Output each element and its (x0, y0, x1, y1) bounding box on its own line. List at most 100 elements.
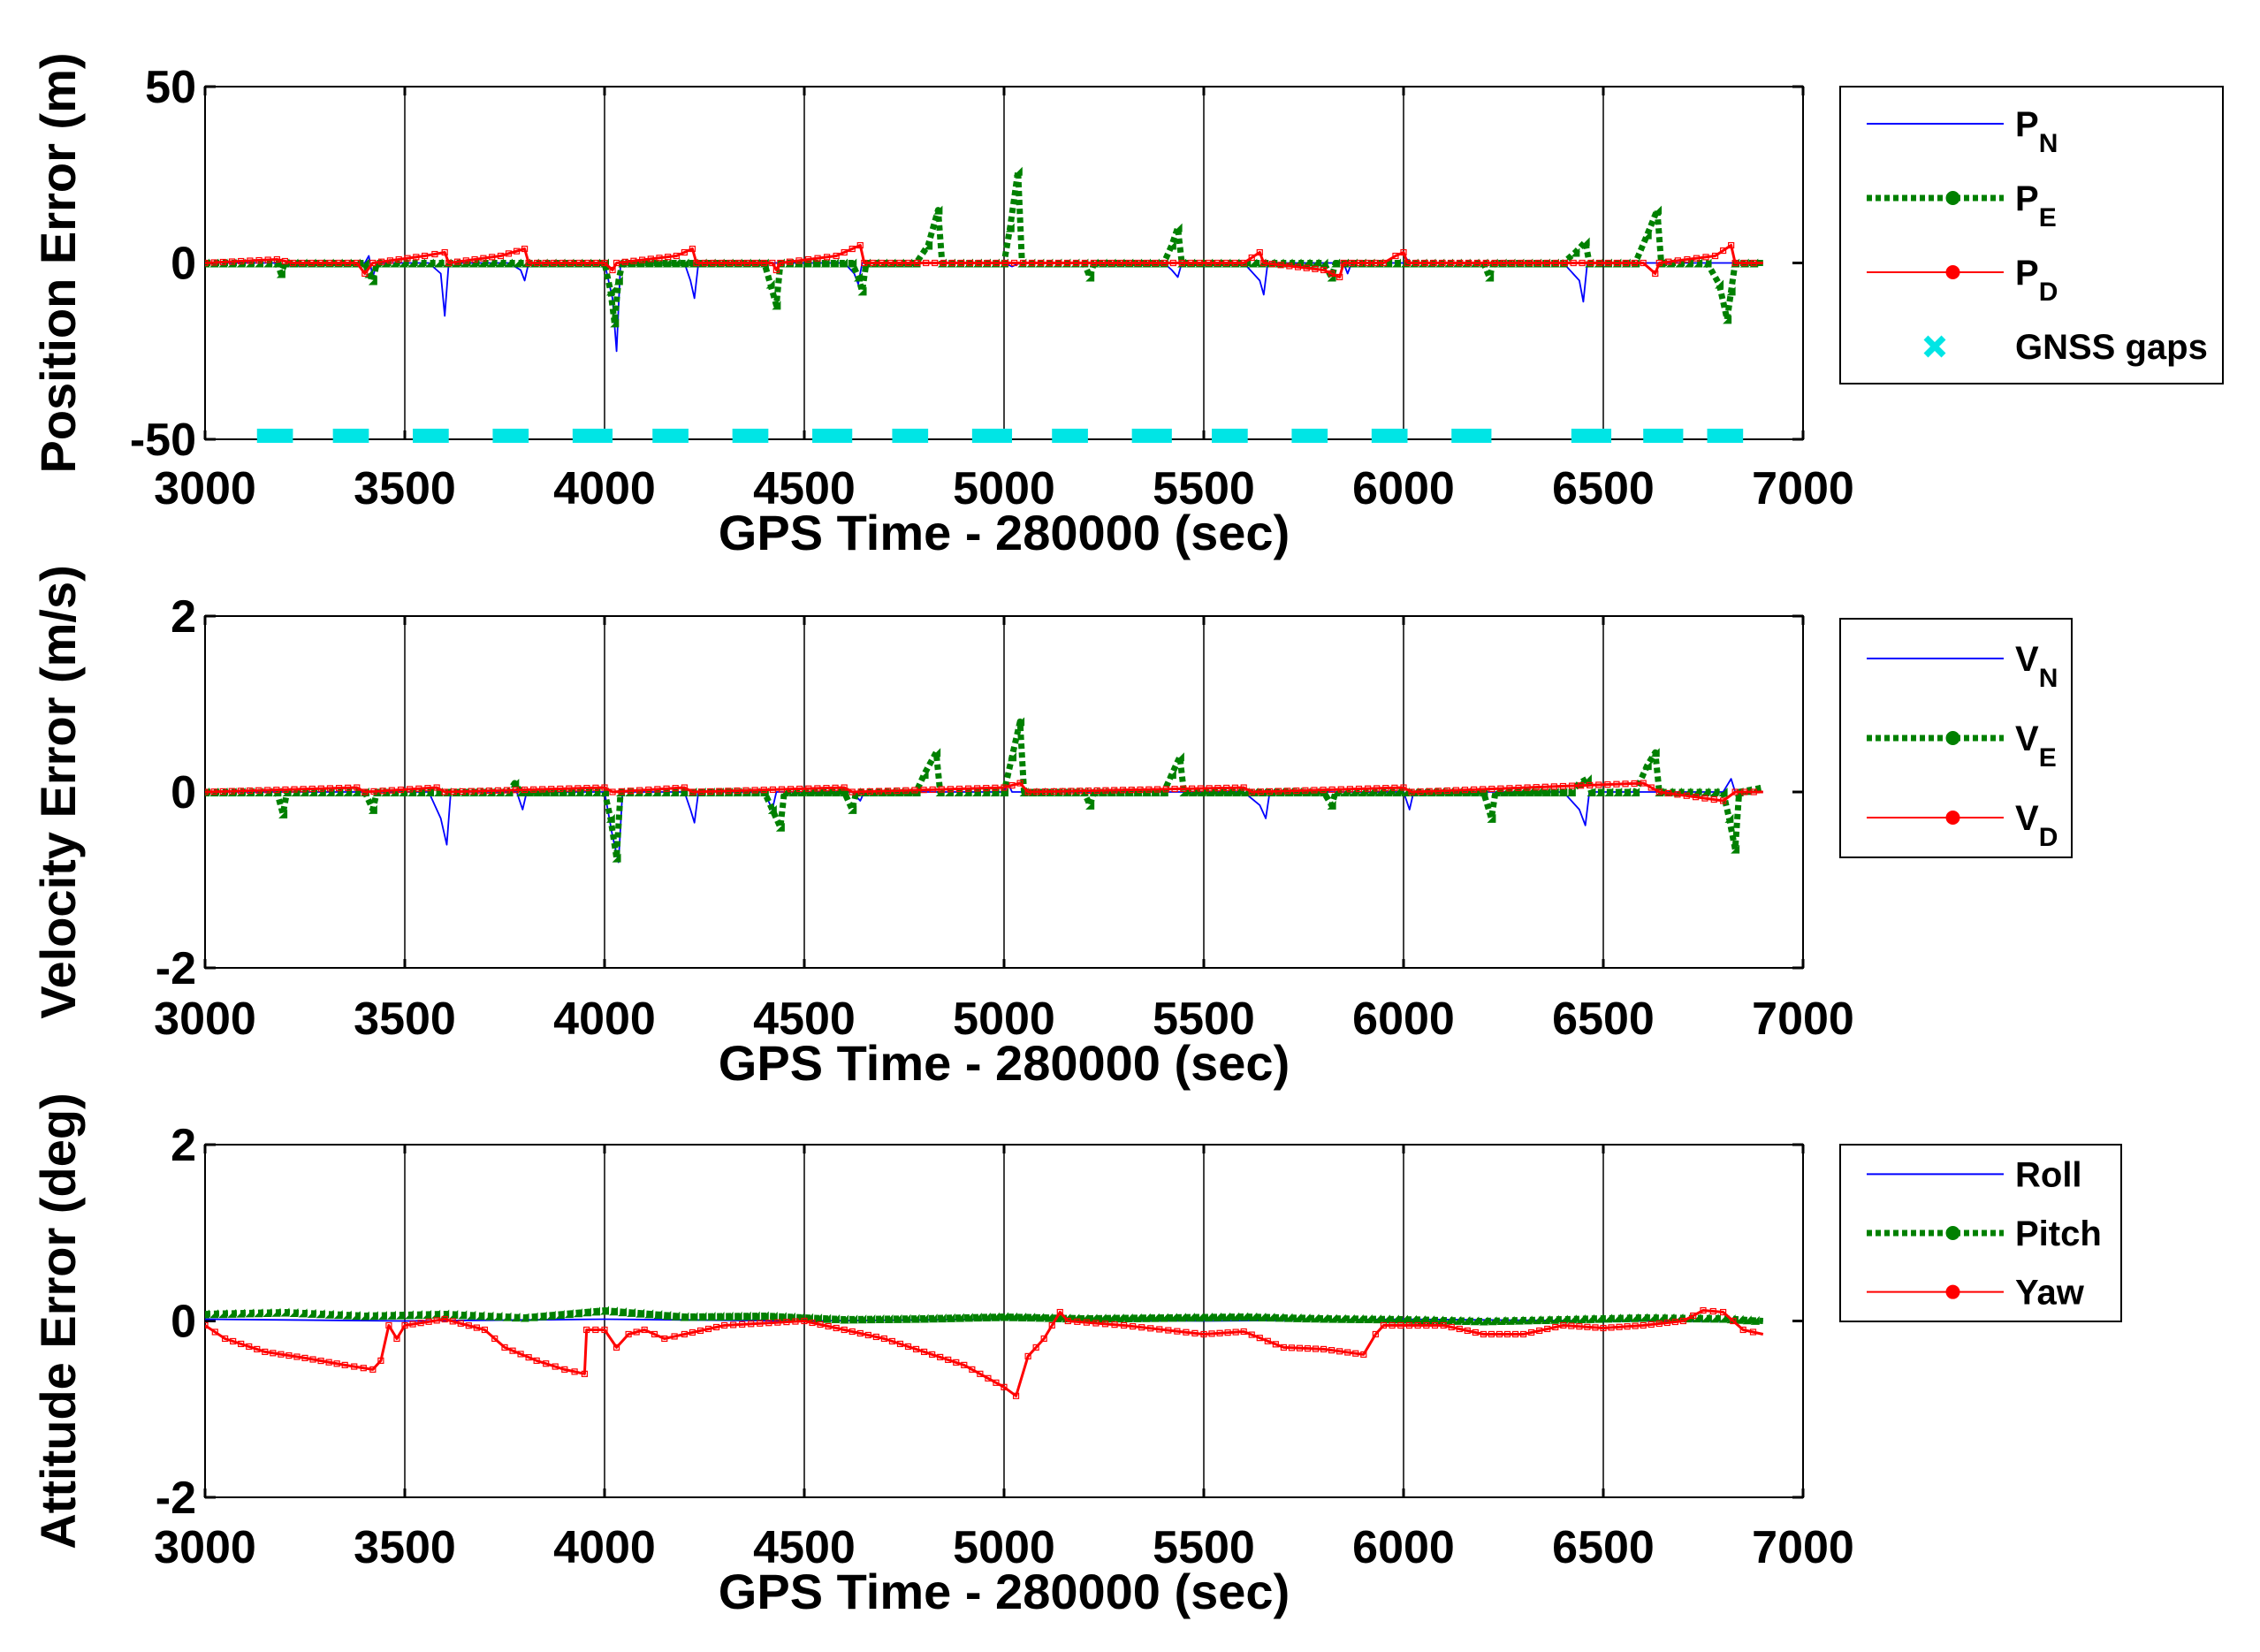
series-marker (1592, 1324, 1599, 1331)
series-marker (1196, 259, 1203, 267)
y-tick-label: 0 (171, 1297, 196, 1348)
series-marker (512, 787, 520, 794)
series-marker (1093, 787, 1100, 795)
series-marker (1248, 258, 1258, 268)
series-marker (369, 1311, 378, 1321)
series-marker (932, 259, 939, 267)
series-marker (1430, 259, 1437, 267)
series-marker (841, 1326, 848, 1334)
legend-subscript: N (2039, 129, 2058, 158)
series-marker (1194, 1313, 1204, 1322)
series-marker (1715, 279, 1724, 289)
series-marker (473, 1324, 480, 1331)
series-marker (618, 1307, 628, 1317)
series-marker (872, 1333, 879, 1341)
series-marker (424, 258, 434, 268)
series-marker (539, 786, 546, 793)
series-marker (765, 1320, 772, 1327)
series-marker (291, 786, 298, 793)
panel-2: 3000 3500 4000 4500 5000 5500 6000 6500 7000 -2 0 2… (30, 565, 2073, 1091)
series-marker (1408, 1314, 1418, 1324)
series-marker (1506, 785, 1513, 792)
series-marker (1106, 1313, 1115, 1323)
series-marker (476, 788, 483, 795)
series-marker (1632, 1322, 1639, 1329)
series-marker (635, 787, 643, 794)
series-marker (1525, 788, 1534, 796)
series-marker (1372, 1314, 1381, 1324)
series-marker (1550, 783, 1557, 790)
series-marker (866, 1314, 876, 1324)
series-marker (1584, 1323, 1591, 1330)
series-marker (1497, 785, 1504, 792)
series-marker (543, 1360, 550, 1367)
series-marker (748, 1321, 755, 1328)
series-marker (1010, 259, 1018, 267)
series-marker (228, 258, 236, 265)
series-marker (441, 1315, 448, 1323)
x-tick-label: 3000 (154, 463, 256, 514)
series-marker (1257, 788, 1264, 796)
series-marker (1482, 259, 1490, 267)
series-marker (743, 259, 750, 267)
series-marker (1749, 1328, 1757, 1336)
series-marker (896, 259, 903, 267)
series-marker (1072, 259, 1080, 267)
series-marker (1731, 259, 1739, 267)
series-marker (308, 785, 316, 793)
series-marker (1101, 1321, 1109, 1328)
series-marker (491, 1335, 498, 1343)
panel-1: 3000 3500 4000 4500 5000 5500 6000 6500 7000 -50 0… (30, 52, 2224, 560)
series-marker (1230, 1312, 1240, 1321)
series-marker (334, 788, 344, 796)
panel-3: 3000 3500 4000 4500 5000 5500 6000 6500 7000 -2 0 2… (30, 1092, 2122, 1619)
series-marker (928, 1313, 938, 1323)
series-marker (645, 786, 652, 794)
series-marker (1480, 786, 1487, 793)
series-marker (205, 788, 209, 796)
series-marker (1150, 1313, 1160, 1322)
series-marker (1560, 1321, 1567, 1329)
series-marker (1461, 1316, 1471, 1326)
series-marker (1596, 259, 1603, 267)
y-tick-label: 0 (171, 239, 196, 290)
series-marker (964, 785, 972, 792)
series-marker (1655, 1320, 1663, 1328)
series-marker (1558, 788, 1568, 796)
series-marker (386, 257, 394, 264)
series-marker (1231, 259, 1238, 267)
series-marker (848, 1314, 858, 1324)
series-marker (1640, 259, 1647, 267)
series-marker (933, 205, 943, 215)
series-marker (1621, 1313, 1631, 1322)
legend-gap-marker (1923, 335, 1946, 358)
x-tick-label: 4000 (553, 993, 656, 1045)
series-marker (854, 272, 864, 282)
series-marker (441, 248, 448, 256)
y-tick-label: -50 (130, 415, 196, 466)
series-marker (326, 259, 333, 267)
series-marker (1511, 1330, 1519, 1338)
series-marker (1693, 255, 1701, 262)
series-marker (458, 1310, 468, 1320)
series-marker (644, 258, 654, 268)
series-marker (670, 788, 680, 796)
series-marker (841, 248, 848, 256)
series-marker (1650, 748, 1660, 757)
series-marker (1587, 788, 1596, 796)
series-marker (778, 786, 786, 793)
series-marker (1587, 259, 1594, 267)
series-marker (219, 258, 226, 266)
series-marker (1284, 788, 1291, 795)
series-marker (1412, 259, 1419, 267)
series-layer (205, 166, 1763, 443)
series-marker (1400, 248, 1407, 256)
x-tick-label: 3000 (154, 1522, 256, 1573)
series-marker (1200, 1330, 1207, 1338)
x-tick-label: 7000 (1752, 993, 1854, 1045)
series-marker (990, 788, 1000, 796)
series-marker (856, 241, 864, 249)
series-marker (1693, 794, 1700, 801)
series-marker (1085, 800, 1095, 810)
series-marker (1141, 1313, 1151, 1322)
